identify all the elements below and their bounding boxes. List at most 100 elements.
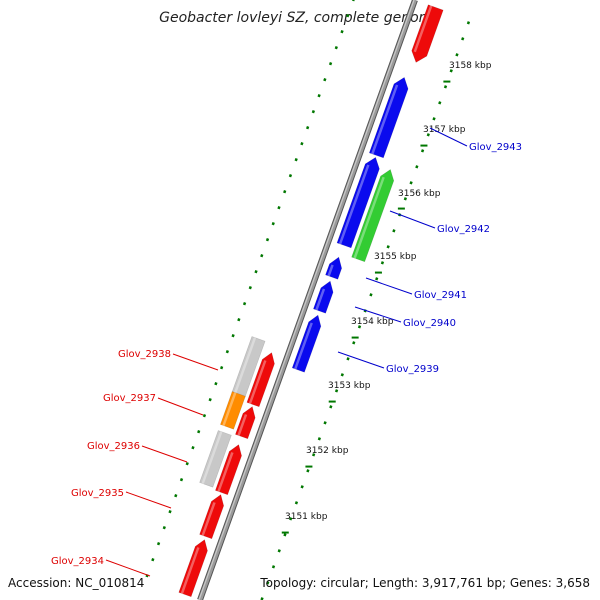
tick-mark-outer [346,357,350,361]
leader-line [157,397,204,416]
gene-feature-glov-2943[interactable] [368,76,409,159]
tick-mark-inner [168,510,172,514]
tick-mark-inner [260,254,264,258]
tick-mark-outer [300,485,304,489]
tick-mark-outer [283,533,287,537]
tick-mark-outer [386,245,390,249]
kbp-label: 3156 kbp [398,189,441,199]
tick-mark-outer [312,453,316,457]
tick-mark-inner [220,366,224,370]
leader-line [172,353,219,371]
tick-mark-outer [329,405,333,409]
kbp-label: 3158 kbp [449,61,492,71]
tick-mark-outer [455,53,459,57]
tick-mark-inner [351,0,355,2]
tick-mark-inner [328,62,333,66]
tick-mark-inner [283,190,287,194]
gene-feature-glov-2936-red[interactable] [215,444,242,496]
gene-features [178,4,444,598]
gene-label[interactable]: Glov_2942 [437,224,490,235]
gene-feature-glov-2934[interactable] [178,539,208,598]
tick-mark-outer [352,341,356,345]
tick-mark-inner [237,318,241,322]
tick-mark-inner [271,222,275,226]
gene-label[interactable]: Glov_2941 [414,290,467,301]
tick-mark-inner [202,414,207,418]
tick-mark-inner [265,238,270,242]
leader-line [337,351,385,369]
gene-label[interactable]: Glov_2936 [87,441,140,452]
kbp-label-group: 3158 kbp 3157 kbp 3156 kbp 3155 kbp 3154… [285,61,492,522]
accession-text: Accession: NC_010814 [8,576,144,590]
tick-mark-outer [461,37,465,41]
tick-mark-outer [443,85,448,89]
tick-mark-inner [151,558,155,562]
gene-label[interactable]: Glov_2943 [469,142,522,153]
tick-mark-inner [191,446,195,450]
kbp-label: 3153 kbp [328,381,371,391]
gene-feature-glov-2937-red[interactable] [235,406,256,440]
leader-line [429,127,468,147]
kbp-label: 3154 kbp [351,317,394,327]
leader-line [141,445,188,463]
tick-mark-outer [420,149,425,153]
tick-mark-inner [317,94,321,98]
tick-mark-inner [300,142,304,146]
gene-feature-glov-2937[interactable] [220,391,246,430]
gene-feature-glov-2938-red[interactable] [246,352,275,408]
tick-mark-outer [375,277,379,281]
gene-feature-glov-2942-blue[interactable] [336,156,380,249]
gene-label[interactable]: Glov_2938 [118,349,171,360]
gene-label-group: Glov_2943 Glov_2942 Glov_2941 Glov_2940 … [51,142,522,567]
kbp-label: 3152 kbp [306,446,349,456]
tick-mark-inner [162,526,166,530]
gene-label[interactable]: Glov_2935 [71,488,124,499]
kbp-label: 3157 kbp [423,125,466,135]
tick-mark-inner [340,30,344,34]
gene-feature-glov-2942[interactable] [351,169,395,263]
gene-label[interactable]: Glov_2940 [403,318,456,329]
gene-feature-glov-2935[interactable] [199,494,225,540]
gene-feature-glov-2939[interactable] [291,314,322,373]
leader-line [105,559,151,577]
leader-line [389,210,436,229]
tick-mark-outer [426,133,430,137]
tick-mark-outer [306,469,310,473]
gene-label[interactable]: Glov_2934 [51,556,104,567]
tick-mark-outer [432,117,436,121]
gene-feature-glov-2936[interactable] [199,430,232,488]
tick-mark-inner [231,334,235,338]
tick-mark-inner [254,270,258,274]
tick-mark-inner [214,382,218,386]
tick-mark-outer [294,501,299,505]
gene-feature-glov-2941[interactable] [325,256,343,280]
leader-line [365,277,413,295]
gene-label[interactable]: Glov_2939 [386,364,439,375]
tick-mark-outer [415,165,419,169]
tick-mark-outer [380,261,385,265]
tick-mark-inner [197,430,201,434]
gene-feature-top[interactable] [411,4,444,63]
tick-mark-inner [311,110,315,114]
genome-backbone [197,0,418,600]
leader-line [125,491,172,509]
map-title: Geobacter lovleyi SZ, complete genome [159,10,441,26]
tick-mark-outer [271,565,276,569]
tick-mark-inner [208,398,212,402]
tick-mark-inner [185,462,189,466]
kbp-label: 3155 kbp [374,252,417,262]
tick-mark-inner [334,46,338,50]
tick-mark-inner [294,158,298,162]
tick-mark-outer [369,293,373,297]
tick-mark-outer [438,101,442,105]
tick-mark-outer [409,181,413,185]
tick-mark-inner [179,478,184,482]
tick-mark-outer [449,69,453,73]
tick-mark-outer [289,517,293,521]
tick-mark-outer [340,373,344,377]
gene-feature-glov-2940[interactable] [313,280,334,314]
tick-mark-inner [306,126,310,130]
tick-mark-outer [323,421,327,425]
gene-label[interactable]: Glov_2937 [103,393,156,404]
